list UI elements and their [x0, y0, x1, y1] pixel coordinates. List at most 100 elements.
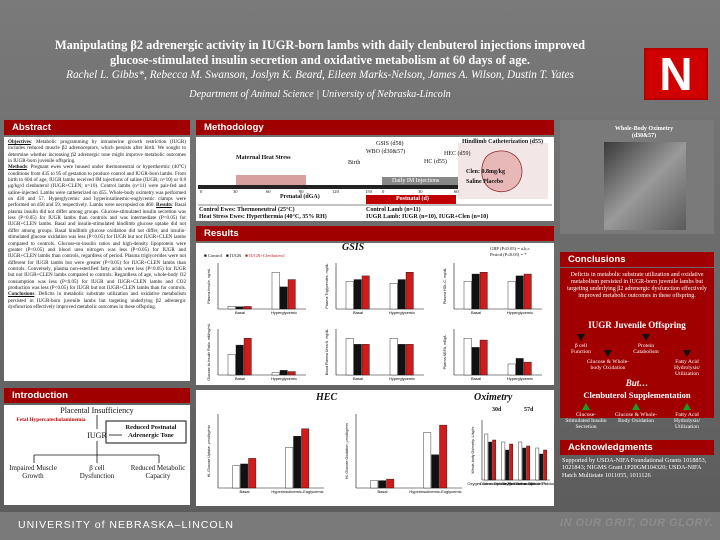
prenatal-tick-label: 60	[266, 189, 271, 194]
y-axis-label: HL Glucose Uptake, μmol/kg/min	[207, 425, 211, 477]
bar	[361, 344, 370, 376]
footer-bar	[0, 512, 720, 540]
bar	[479, 272, 488, 310]
postnatal-tick-label: 0	[382, 189, 385, 194]
gsis-label: GSIS (d58)	[376, 141, 404, 147]
objectives-label: Objectives	[8, 139, 31, 145]
bar	[285, 447, 294, 489]
prenatal-tick-label: 120	[332, 189, 339, 194]
university-wordmark: UNIVERSITY of NEBRASKA–LINCOLN	[18, 519, 234, 531]
hindlimb-illustration	[481, 150, 523, 193]
bar	[397, 344, 406, 376]
y-axis-label: Plasma Insulin, ng/mL	[207, 268, 211, 303]
hec-charts: HL Glucose Uptake, μmol/kg/min Basal Hyper…	[207, 414, 554, 494]
bar	[235, 344, 244, 376]
but-label: But…	[625, 378, 649, 388]
poster-title: Manipulating β2 adrenergic activity in I…	[6, 38, 634, 68]
bar	[501, 441, 506, 481]
category-label: Basal	[471, 376, 481, 381]
bar	[535, 447, 540, 481]
hec-label: HEC (d59)	[444, 151, 471, 157]
gsis-title: GSIS	[342, 243, 365, 253]
glucose-wb-improvement: Glucose & Whole-Body Oxidation	[614, 403, 658, 424]
postnatal-tick-label: 30	[418, 189, 423, 194]
glucose-whole-body: Glucose & Whole-body Oxidation	[586, 350, 630, 371]
methods-text: : Pregnant ewes were housed under thermo…	[8, 164, 186, 209]
postnatal-label: Postnatal (d)	[396, 196, 429, 202]
objectives-text: : Metabolic programming by intrauterine …	[8, 139, 186, 165]
bar	[345, 281, 354, 310]
chart-plasma-insulin: Plasma Insulin, ng/mL Basal Hyperglycemic	[207, 263, 306, 315]
postnatal-bar	[366, 195, 456, 204]
y-axis-label: Blood Plasma Urea N, mg/dL	[325, 329, 329, 376]
up-arrow-icon	[632, 403, 640, 410]
prenatal-tick-label: 90	[299, 189, 304, 194]
legend-control: ■ Control	[204, 253, 222, 258]
bar	[505, 449, 510, 481]
bar	[361, 275, 370, 310]
bar	[378, 480, 387, 489]
y-axis-label: Whole-body Oximetry, L/kg/hr	[471, 426, 475, 474]
category-label: Basal	[377, 489, 387, 494]
results-hec-panel: HEC Oximetry 30d 57d HL Glucose Uptake, …	[196, 390, 554, 506]
category-label: Basal	[353, 310, 363, 315]
daily-im-bar	[382, 177, 458, 185]
period-note: Period (P≤0.05) = *	[490, 252, 527, 257]
bar	[543, 449, 548, 481]
bar	[287, 371, 296, 376]
bar	[227, 306, 236, 310]
bar	[523, 361, 532, 376]
prenatal-tick-label: 30	[233, 189, 238, 194]
title-line-2: glucose-stimulated insulin secretion and…	[109, 53, 531, 67]
bar	[397, 279, 406, 310]
bar	[271, 372, 280, 376]
oximetry-photo-label: Whole-Body Oximetry (d30&57)	[614, 126, 674, 139]
y-axis-label: HL Glucose Oxidation, μmol/kg/min	[345, 423, 349, 479]
oximetry-title: Oximetry	[474, 392, 513, 403]
category-label: Hyperglycemic	[271, 310, 297, 315]
grp-note: GRP (P≤0.05) = a,b,c	[490, 246, 530, 251]
fatty-acid: Fatty Acid Hydrolysis/ Utilization	[664, 350, 710, 377]
category-label: Oxygen Consumption 30d	[467, 481, 513, 486]
bar	[439, 424, 448, 489]
legend-iugr: ■ IUGR	[225, 253, 242, 258]
postnatal-tick-label: 60	[454, 189, 459, 194]
category-label: Basal	[471, 310, 481, 315]
y-axis-label: Plasma Triglycerides, mg/dL	[325, 263, 329, 308]
daily-im-label: Daily IM Injections	[392, 178, 440, 184]
acknowledgments-text: Supported by USDA-NIFA Foundational Gran…	[562, 457, 707, 479]
introduction-heading: Introduction	[4, 388, 190, 403]
bar	[248, 458, 257, 489]
methods-label: Methods	[8, 164, 27, 171]
bar	[353, 344, 362, 376]
bar	[492, 439, 497, 481]
prenatal-tick-label: 150	[365, 189, 372, 194]
results-heading: Results	[196, 226, 554, 241]
conclusions-panel	[560, 268, 714, 418]
up-arrow-icon	[582, 403, 590, 410]
up-arrow-icon	[683, 403, 691, 410]
category-label: Hyperglycemic	[389, 376, 415, 381]
clen-dose-label: Clen: 0.8mg/kg	[466, 169, 505, 175]
introduction-panel: Placental Insufficiency Fetal Hypercatec…	[4, 405, 190, 505]
title-line-1: Manipulating β2 adrenergic activity in I…	[54, 38, 586, 52]
bar	[293, 436, 302, 489]
y-axis-label: Glucose-to-Insulin Ratio, mM/ng/mL	[207, 323, 211, 380]
chart-hl-glucose-oxidation: HL Glucose Oxidation, μmol/kg/min Basal Hy…	[345, 414, 462, 494]
conclusions-label: Conclusions	[8, 291, 35, 298]
timeline-ticks: 0 30 60 90 120 150 0 30 60	[196, 189, 459, 195]
bar	[243, 306, 252, 310]
prenatal-label: Prenatal (dGA)	[280, 194, 320, 200]
category-label: Basal	[239, 489, 249, 494]
legend-clen: ■ IUGR+Clenbuterol	[245, 253, 285, 258]
iugr-lamb-label: IUGR Lamb: IUGR (n=10), IUGR+Clen (n=10)	[366, 214, 489, 220]
bar	[227, 354, 236, 376]
nebraska-n-logo: N	[644, 48, 708, 100]
iugr-offspring-heading: IUGR Juvenile Offspring	[588, 320, 686, 330]
placental-insufficiency: Placental Insufficiency	[60, 406, 134, 415]
bar	[235, 306, 244, 310]
bar	[507, 363, 516, 376]
down-arrow-icon	[683, 350, 691, 357]
bar	[522, 447, 527, 481]
